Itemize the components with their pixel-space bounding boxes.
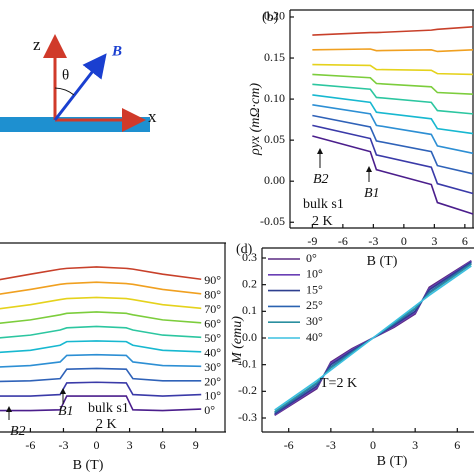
y-axis-label: ρyx (mΩ·cm) — [248, 83, 263, 156]
annotation: B1 — [364, 186, 380, 201]
panel-label: (d) — [236, 242, 253, 257]
axes-diagram: z x B θ — [0, 34, 157, 132]
x-tick-label: -3 — [58, 438, 68, 452]
series-line — [0, 296, 202, 310]
annotation: T=2 K — [320, 376, 357, 391]
legend-label: 10° — [306, 267, 323, 281]
series-line — [312, 48, 474, 53]
panel: -6 -3 0 3 6 9 B (T) 0°10°20°30°40°50°60°70°80°9… — [0, 242, 226, 473]
series-line — [274, 265, 472, 411]
b-label: B — [111, 43, 122, 59]
y-tick-label: 0.10 — [264, 91, 285, 105]
x-axis-label: B (T) — [367, 254, 398, 269]
x-label: x — [148, 107, 157, 126]
series-line — [0, 340, 202, 354]
annotation: bulk s1 — [88, 401, 129, 416]
series-label: 0° — [204, 403, 215, 417]
y-tick-label: 0.20 — [264, 9, 285, 23]
series-line — [312, 135, 474, 215]
series-label: 30° — [204, 360, 221, 374]
series-line — [0, 281, 202, 295]
y-tick-label: 0.0 — [242, 330, 257, 344]
legend-label: 15° — [306, 282, 323, 296]
panel: -6 -3 0 3 6 0.3 0.2 0.1 0.0 -0.1 -0.2 -0.3 (d) M (emu… — [230, 242, 474, 469]
x-axis-label: B (T) — [73, 458, 104, 473]
legend-label: 0° — [306, 251, 317, 265]
b-arrow — [53, 53, 107, 121]
x-tick-label: 6 — [160, 438, 166, 452]
y-tick-label: 0.00 — [264, 173, 285, 187]
x-tick-label: -3 — [326, 438, 336, 452]
annotation: B2 — [10, 424, 26, 439]
x-tick-label: 0 — [401, 234, 407, 248]
series-label: 20° — [204, 375, 221, 389]
series-group — [0, 266, 202, 412]
series-line — [312, 94, 474, 135]
y-tick-label: 0.15 — [264, 50, 285, 64]
y-tick-label: -0.2 — [238, 383, 257, 397]
series-line — [312, 83, 474, 115]
series-line — [312, 26, 474, 36]
series-line — [0, 381, 202, 397]
annotation: 2 K — [312, 214, 333, 229]
legend-label: 30° — [306, 314, 323, 328]
series-label: 50° — [204, 331, 221, 345]
legend-label: 25° — [306, 298, 323, 312]
legend-label: 40° — [306, 330, 323, 344]
series-label: 70° — [204, 302, 221, 316]
x-tick-label: -9 — [307, 234, 317, 248]
series-line — [0, 266, 202, 281]
x-tick-label: -3 — [368, 234, 378, 248]
x-tick-label: -6 — [25, 438, 35, 452]
x-tick-label: 6 — [454, 438, 460, 452]
theta-arc — [54, 87, 75, 96]
theta-label: θ — [62, 67, 69, 83]
series-label: 80° — [204, 288, 221, 302]
x-tick-label: -6 — [284, 438, 294, 452]
series-line — [0, 353, 202, 368]
series-line — [312, 124, 474, 195]
series-line — [312, 63, 473, 76]
series-label: 60° — [204, 317, 221, 331]
z-label: z — [33, 35, 41, 54]
y-axis-label: M (emu) — [230, 316, 245, 365]
series-group — [274, 259, 472, 417]
series-line — [312, 114, 474, 175]
series-label: 90° — [204, 273, 221, 287]
series-line — [0, 325, 202, 339]
x-tick-label: 6 — [462, 234, 468, 248]
x-tick-label: 0 — [370, 438, 376, 452]
panel: -9 -6 -3 0 3 6 0.20 0.15 0.10 0.05 0.00 -0.05 (b) ρyx… — [248, 9, 474, 269]
series-label: 10° — [204, 388, 221, 402]
x-tick-label: 9 — [193, 438, 199, 452]
series-line — [0, 311, 202, 325]
x-tick-label: -6 — [338, 234, 348, 248]
panel-label: (b) — [262, 10, 279, 25]
series-group — [312, 26, 474, 215]
x-tick-label: 3 — [431, 234, 437, 248]
annotation: B1 — [58, 404, 74, 419]
y-tick-label: 0.1 — [242, 303, 257, 317]
series-label: 40° — [204, 346, 221, 360]
annotation: B2 — [313, 172, 329, 187]
y-tick-label: -0.3 — [238, 410, 257, 424]
y-tick-label: -0.1 — [238, 356, 257, 370]
y-tick-label: 0.05 — [264, 132, 285, 146]
x-axis-label: B (T) — [377, 454, 408, 469]
annotation: bulk s1 — [303, 197, 344, 212]
x-tick-label: 0 — [94, 438, 100, 452]
y-tick-label: 0.3 — [242, 250, 257, 264]
y-tick-label: -0.05 — [260, 214, 285, 228]
series-line — [312, 73, 474, 95]
series-line — [312, 104, 474, 155]
series-line — [0, 395, 202, 412]
series-line — [0, 367, 202, 383]
x-tick-label: 3 — [412, 438, 418, 452]
annotation: 2 K — [96, 417, 117, 432]
y-tick-label: 0.2 — [242, 276, 257, 290]
x-tick-label: 3 — [127, 438, 133, 452]
